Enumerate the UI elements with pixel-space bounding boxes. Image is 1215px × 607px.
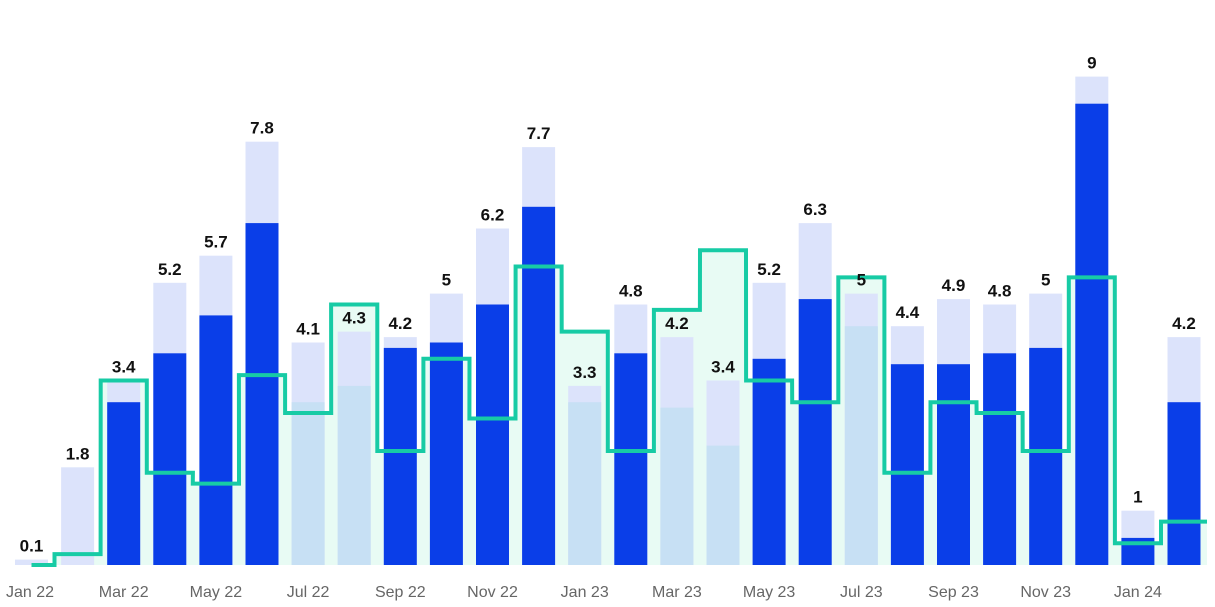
data-label: 0.1	[20, 537, 44, 556]
x-tick-label: Jan 23	[561, 584, 609, 601]
secondary-bar	[291, 402, 325, 565]
data-label: 3.4	[711, 358, 735, 377]
data-label: 4.3	[342, 309, 366, 328]
data-label: 6.3	[803, 200, 827, 219]
x-axis: Jan 22 Mar 22 May 22 Jul 22 Sep 22 Nov 22 Jan …	[6, 584, 1162, 601]
primary-bar	[1167, 402, 1201, 565]
total-bar	[61, 467, 95, 565]
primary-bar	[429, 342, 463, 565]
secondary-bar	[568, 402, 602, 565]
primary-bar	[614, 353, 648, 565]
primary-bar	[1075, 103, 1109, 565]
data-label: 5	[442, 271, 451, 290]
primary-bar	[1029, 347, 1063, 565]
x-tick-label: Jul 23	[840, 584, 883, 601]
primary-bar	[890, 364, 924, 565]
data-label: 5.7	[204, 233, 228, 252]
x-tick-label: Nov 23	[1020, 584, 1071, 601]
primary-bar	[245, 223, 279, 565]
primary-bar	[199, 315, 233, 565]
data-label: 3.4	[112, 358, 136, 377]
primary-bar	[937, 364, 970, 565]
data-label: 4.4	[896, 303, 920, 322]
data-label: 5.2	[757, 260, 781, 279]
primary-bar	[476, 304, 509, 565]
secondary-bar	[844, 326, 878, 565]
primary-bar	[983, 353, 1017, 565]
data-label: 4.9	[942, 276, 966, 295]
data-label: 7.7	[527, 124, 551, 143]
primary-bar	[383, 347, 417, 565]
step-line	[31, 248, 1207, 567]
x-tick-label: Sep 23	[928, 584, 979, 601]
bars	[15, 76, 1201, 566]
data-label: 4.2	[388, 314, 412, 333]
secondary-bar	[706, 445, 740, 565]
x-tick-label: Jan 22	[6, 584, 54, 601]
primary-bar	[522, 206, 556, 566]
x-tick-label: Sep 22	[375, 584, 426, 601]
data-label: 5	[1041, 271, 1050, 290]
data-label: 5	[857, 271, 866, 290]
x-tick-label: May 23	[743, 584, 796, 601]
x-tick-label: Mar 23	[652, 584, 702, 601]
primary-bar	[752, 358, 786, 565]
data-label: 1.8	[66, 444, 90, 463]
primary-bar	[107, 402, 141, 565]
secondary-bar	[337, 385, 371, 565]
data-label: 7.8	[250, 119, 274, 138]
data-label: 5.2	[158, 260, 182, 279]
secondary-bar	[660, 407, 694, 565]
primary-bar	[153, 353, 187, 565]
data-label: 4.1	[296, 320, 320, 339]
primary-bar	[798, 299, 832, 565]
x-tick-label: May 22	[190, 584, 243, 601]
data-label: 4.2	[1172, 314, 1196, 333]
data-label: 4.8	[619, 282, 643, 301]
step-series	[31, 248, 1207, 567]
data-label: 9	[1087, 54, 1096, 73]
x-tick-label: Nov 22	[467, 584, 518, 601]
data-label: 4.8	[988, 282, 1012, 301]
x-tick-label: Jul 22	[287, 584, 330, 601]
total-bar	[15, 559, 48, 565]
data-label: 4.2	[665, 314, 689, 333]
data-label: 6.2	[481, 206, 505, 225]
data-label: 3.3	[573, 363, 597, 382]
x-tick-label: Jan 24	[1114, 584, 1162, 601]
data-label: 1	[1133, 488, 1142, 507]
data-labels: 0.1 1.8 3.4 5.2 5.7 7.8 4.1 4.3 4.2 5 6.2 7.7 3.3 4.8…	[20, 54, 1196, 556]
x-tick-label: Mar 22	[99, 584, 149, 601]
